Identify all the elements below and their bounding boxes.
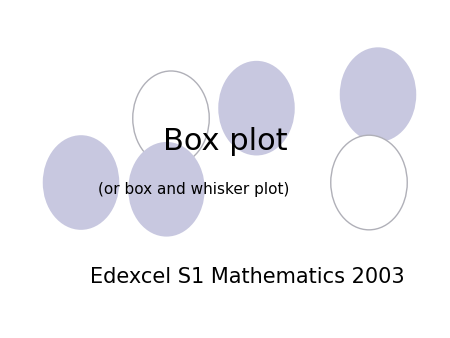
Text: (or box and whisker plot): (or box and whisker plot) xyxy=(98,182,289,197)
Ellipse shape xyxy=(340,47,416,142)
Ellipse shape xyxy=(128,142,205,237)
Text: Box plot: Box plot xyxy=(163,127,287,156)
Ellipse shape xyxy=(218,61,295,155)
Ellipse shape xyxy=(43,135,119,230)
Ellipse shape xyxy=(133,71,209,166)
Text: Edexcel S1 Mathematics 2003: Edexcel S1 Mathematics 2003 xyxy=(90,267,405,287)
Ellipse shape xyxy=(331,135,407,230)
